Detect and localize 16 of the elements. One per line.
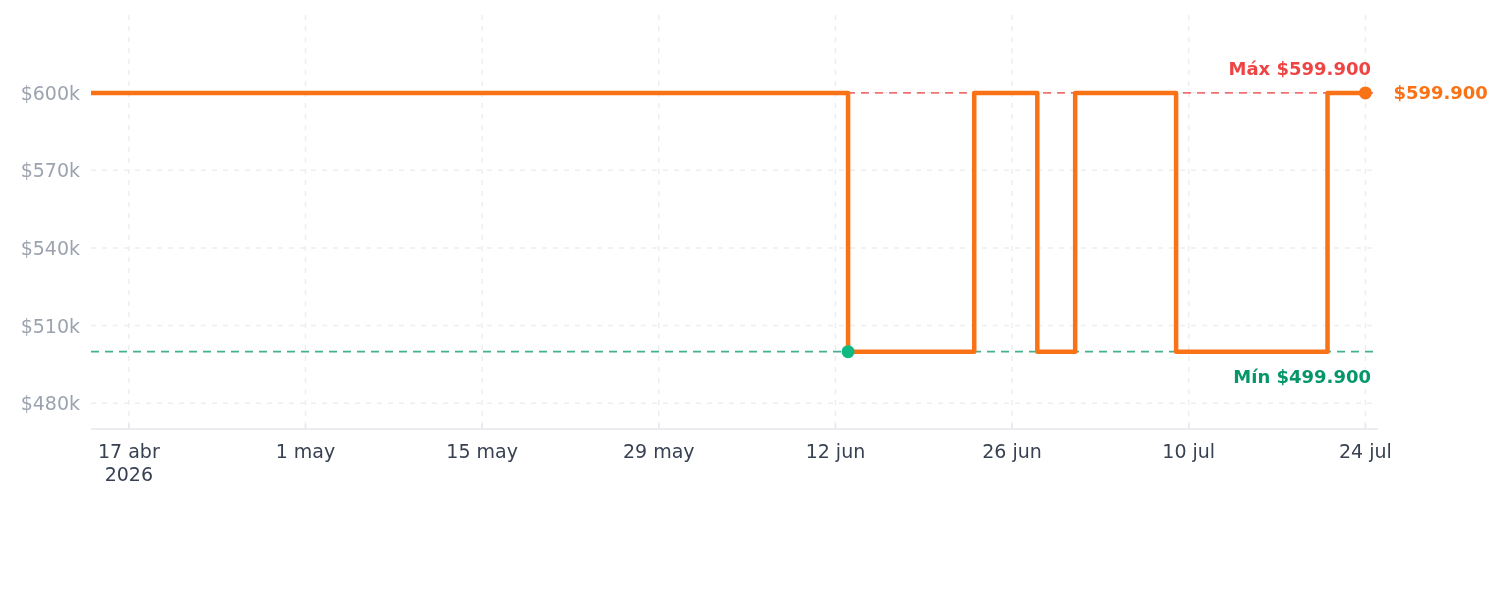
x-tick-label: 15 may <box>446 440 518 462</box>
ref-line-label: Máx $599.900 <box>1228 57 1371 79</box>
x-tick-label: 24 jul <box>1338 440 1392 462</box>
x-tick-label: 10 jul <box>1162 440 1216 462</box>
y-tick-label: $570k <box>20 159 80 182</box>
annotation: $599.900 <box>1393 82 1488 104</box>
ref-line-label: Mín $499.900 <box>1233 365 1371 387</box>
y-tick-label: $480k <box>20 392 80 415</box>
x-tick-label: 12 jun <box>805 440 866 462</box>
y-tick-label: $510k <box>20 314 80 337</box>
y-tick-label: $540k <box>20 236 80 259</box>
x-tick-label: 29 may <box>622 440 695 462</box>
x-tick-label: 1 may <box>275 440 336 462</box>
y-tick-label: $600k <box>20 81 80 104</box>
x-tick-label: 17 abr 2026 <box>97 440 160 485</box>
x-tick-label: 26 jun <box>982 440 1042 462</box>
